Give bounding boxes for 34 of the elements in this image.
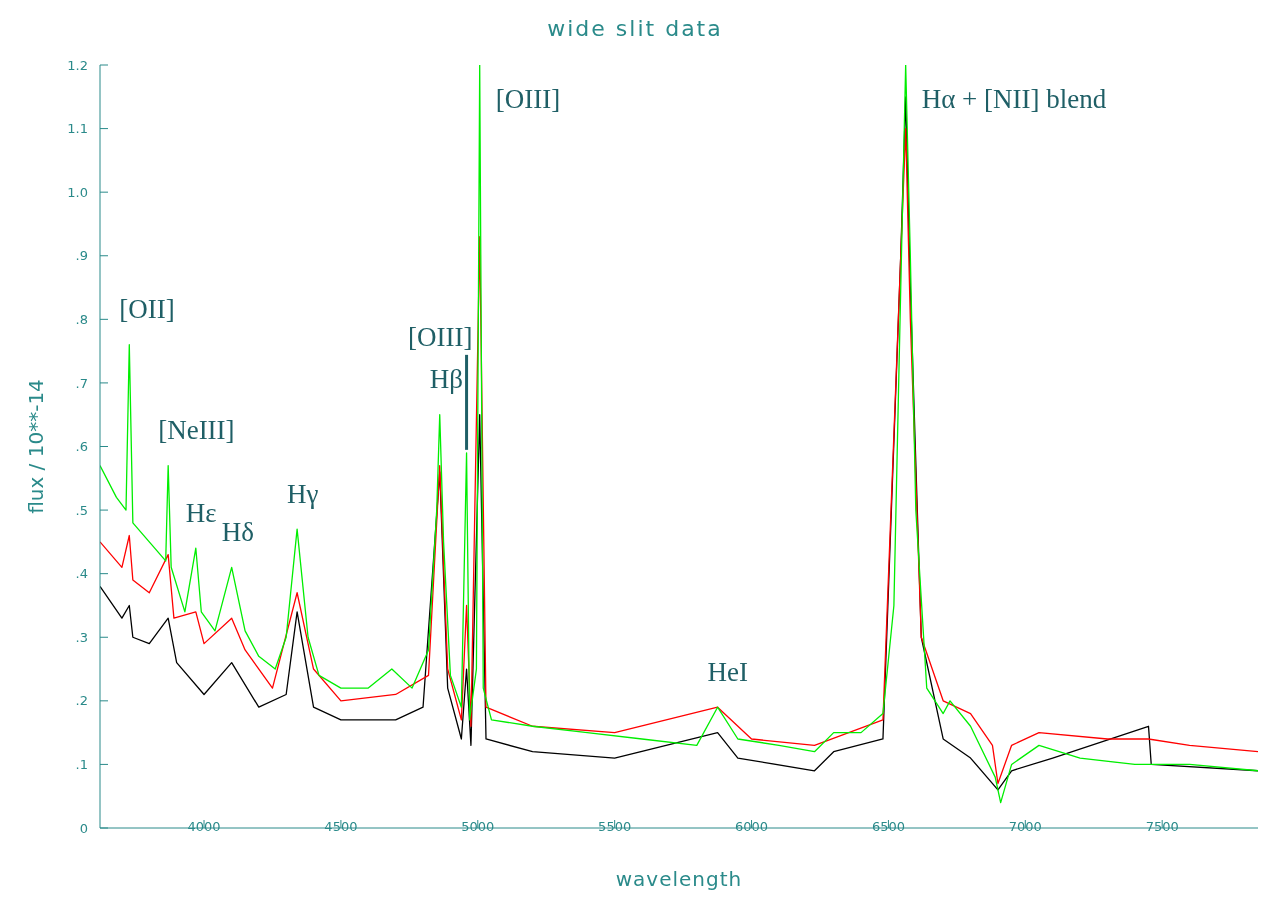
annotation: [OIII] — [408, 322, 473, 353]
annotation: [OIII] — [495, 83, 561, 114]
y-tick-label: .9 — [75, 248, 88, 264]
y-axis-title: flux / 10**-14 — [24, 379, 49, 514]
y-tick-label: .5 — [75, 502, 88, 518]
y-tick-label: .3 — [75, 629, 88, 645]
x-tick-label: 5500 — [598, 819, 632, 835]
annotation: Hδ — [221, 516, 254, 547]
y-tick-label: .2 — [75, 693, 88, 709]
y-tick-label: .1 — [75, 757, 88, 773]
annotation: Hα + [NII] blend — [921, 83, 1107, 114]
x-tick-label: 5000 — [461, 819, 495, 835]
x-axis-title: wavelength — [615, 867, 743, 891]
y-tick-label: 1.2 — [67, 57, 88, 73]
y-tick-label: .8 — [75, 311, 88, 327]
x-tick-label: 4000 — [187, 819, 221, 835]
annotation: [NeIII] — [158, 415, 235, 446]
x-tick-label: 6500 — [871, 819, 905, 835]
annotation: Hγ — [287, 478, 319, 509]
annotation: HeI — [707, 656, 749, 687]
annotation: Hβ — [429, 364, 463, 395]
y-tick-label: .7 — [75, 375, 88, 391]
y-tick-label: 1.1 — [67, 121, 88, 137]
y-tick-label: .4 — [75, 566, 88, 582]
y-tick-label: 0 — [79, 820, 88, 836]
x-tick-label: 7000 — [1008, 819, 1042, 835]
x-tick-label: 4500 — [324, 819, 358, 835]
y-tick-label: .6 — [75, 439, 88, 455]
annotation: [OII] — [119, 294, 175, 325]
x-tick-label: 6000 — [735, 819, 769, 835]
annotation: Hε — [185, 497, 217, 528]
chart-title: wide slit data — [546, 16, 724, 41]
y-tick-label: 1.0 — [67, 184, 88, 200]
x-tick-label: 7500 — [1145, 819, 1179, 835]
